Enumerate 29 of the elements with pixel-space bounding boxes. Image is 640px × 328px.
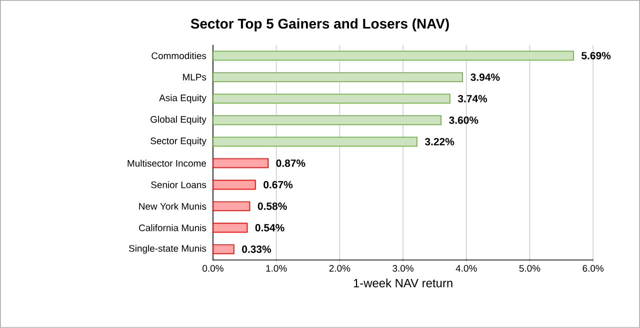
data-label: 3.60%: [449, 116, 478, 124]
x-tick-label: 5.0%: [519, 265, 540, 272]
data-label: 0.54%: [255, 224, 284, 232]
x-axis-title: 1-week NAV return: [354, 278, 452, 288]
y-tick-label: MLPs: [183, 74, 206, 81]
data-label: 3.94%: [470, 74, 500, 81]
data-label: 5.69%: [582, 52, 611, 60]
data-label: 0.58%: [258, 202, 287, 210]
y-tick-label: Multisector Income: [128, 160, 206, 167]
y-tick-label: Global Equity: [150, 116, 206, 125]
x-tick-label: 6.0%: [582, 265, 604, 272]
data-label: 0.87%: [276, 160, 306, 167]
data-label: 0.33%: [242, 246, 272, 253]
y-tick-label: Commodities: [152, 52, 206, 60]
y-tick-label: Senior Loans: [151, 181, 206, 188]
y-tick-label: California Munis: [139, 224, 206, 232]
x-tick-label: 3.0%: [392, 265, 414, 272]
data-label: 3.74%: [458, 95, 488, 102]
x-tick-label: 1.0%: [266, 265, 287, 272]
y-tick-label: Single-state Munis: [129, 244, 206, 254]
y-tick-label: Asia Equity: [159, 94, 206, 104]
x-tick-label: 0.0%: [202, 265, 224, 272]
data-label: 3.22%: [424, 138, 454, 146]
x-tick-label: 4.0%: [456, 265, 477, 272]
y-tick-label: Sector Equity: [150, 137, 206, 146]
x-tick-label: 2.0%: [329, 265, 350, 272]
chart-title: Sector Top 5 Gainers and Losers (NAV): [190, 18, 449, 32]
y-tick-label: New York Munis: [139, 202, 206, 210]
data-label: 0.67%: [264, 181, 293, 188]
